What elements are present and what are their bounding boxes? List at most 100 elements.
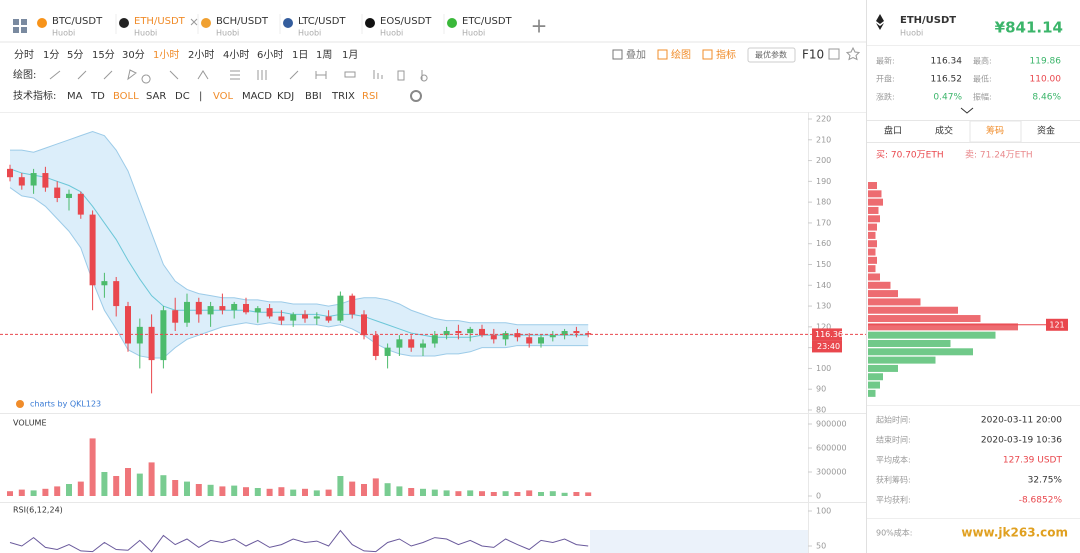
indicator[interactable]: | <box>199 91 202 102</box>
expand-chevron[interactable] <box>960 107 974 114</box>
indicator[interactable]: SAR <box>146 91 166 102</box>
tab-exchange: Huobi <box>134 29 157 38</box>
candle-body <box>337 295 344 321</box>
optimal-button-box[interactable] <box>747 47 796 63</box>
tab-symbol[interactable]: BTC/USDT <box>52 16 103 27</box>
volume-bar <box>266 488 273 496</box>
summary-label: 起始时间: <box>876 415 911 425</box>
toolbar-action[interactable]: 绘图 <box>671 48 691 61</box>
timeframe[interactable]: 1周 <box>316 49 332 61</box>
timeframe[interactable]: 15分 <box>92 49 115 61</box>
y-tick-label: 150 <box>816 260 831 269</box>
indicator[interactable]: DC <box>175 91 190 102</box>
tab-symbol[interactable]: ETH/USDT <box>134 16 186 27</box>
timeframe[interactable]: 30分 <box>122 49 145 61</box>
chip-bar <box>868 373 883 381</box>
tab-symbol[interactable]: EOS/USDT <box>380 16 432 27</box>
candle-body <box>101 281 108 286</box>
timeframe[interactable]: 6小时 <box>257 49 283 61</box>
expand-icon[interactable] <box>828 48 840 60</box>
volume-bar <box>42 488 49 496</box>
volume-bar <box>361 484 367 496</box>
candle-body <box>302 314 308 319</box>
tool-glyphs[interactable] <box>49 69 428 84</box>
volume-bar <box>549 491 556 496</box>
timeframe[interactable]: 分时 <box>14 49 34 61</box>
toolbar-action[interactable]: 叠加 <box>626 49 646 61</box>
toolbar-action[interactable]: 指标 <box>716 48 736 61</box>
chip-bar <box>868 331 996 339</box>
grid-icon[interactable] <box>13 19 27 33</box>
y-tick-label: 160 <box>816 239 831 248</box>
drawing-label: 绘图: <box>13 68 36 81</box>
side-tab[interactable]: 筹码 <box>986 125 1004 137</box>
tab-symbol[interactable]: ETC/USDT <box>462 16 513 27</box>
volume-bar <box>101 472 108 496</box>
indicator[interactable]: TRIX <box>331 91 355 102</box>
chip-bar <box>868 248 876 256</box>
timeframe[interactable]: 2小时 <box>188 49 214 61</box>
star-icon[interactable] <box>845 46 861 61</box>
candle-body <box>443 331 450 336</box>
y-tick-label: 200 <box>816 156 831 165</box>
indicator[interactable]: BOLL <box>113 91 139 102</box>
candle-body <box>585 333 592 335</box>
stat-value: 116.52 <box>931 75 963 85</box>
site-watermark: www.jk263.com <box>961 526 1068 540</box>
indicator[interactable]: MA <box>67 91 83 102</box>
volume-bar <box>526 490 533 496</box>
chip-bar <box>868 348 973 356</box>
volume-bar <box>113 476 120 496</box>
candle-body <box>30 173 37 186</box>
timeframe[interactable]: 1日 <box>292 50 308 61</box>
y-tick-label: 190 <box>816 177 831 186</box>
indicator[interactable]: BBI <box>305 91 322 102</box>
volume-bar <box>219 486 226 496</box>
volume-bar <box>243 487 249 496</box>
volume-bar <box>384 483 391 496</box>
volume-tick-label: 300000 <box>816 468 847 477</box>
optimal-button[interactable]: 最优参数 <box>755 50 787 60</box>
side-tab[interactable]: 成交 <box>935 125 953 137</box>
chip-bar <box>868 198 883 206</box>
cost-label: 90%成本: <box>876 528 912 538</box>
indicator[interactable]: TD <box>90 91 105 102</box>
candle-body <box>431 335 438 344</box>
grid-cell <box>21 27 27 33</box>
volume-tick-label: 900000 <box>816 420 847 429</box>
timeframe[interactable]: 4小时 <box>223 49 249 61</box>
side-icon <box>876 14 884 30</box>
chip-bar <box>868 206 879 214</box>
tab-close[interactable] <box>190 18 198 26</box>
candle-body <box>467 328 474 334</box>
volume-bar <box>136 473 143 496</box>
chip-bar <box>868 323 1018 331</box>
indicator[interactable]: VOL <box>213 91 234 102</box>
indicator[interactable]: RSI <box>362 91 378 102</box>
settings-icon[interactable] <box>410 90 423 102</box>
side-tab[interactable]: 资金 <box>1037 125 1055 137</box>
candle-body <box>160 310 167 361</box>
tab-symbol[interactable]: LTC/USDT <box>298 16 346 27</box>
timeframe[interactable]: 1分 <box>43 49 59 61</box>
chip-bar <box>868 182 877 190</box>
indicator[interactable]: KDJ <box>277 91 294 102</box>
timeframe[interactable]: 1小时 <box>153 49 179 61</box>
volume-bar <box>420 488 426 496</box>
candle-body <box>195 301 202 315</box>
side-tab[interactable]: 盘口 <box>884 125 902 137</box>
main-pane <box>7 130 592 394</box>
candle-body <box>184 301 190 323</box>
timeframe[interactable]: 5分 <box>67 49 83 61</box>
volume-bar <box>172 480 179 496</box>
timeframe[interactable]: 1月 <box>342 49 358 61</box>
indicator[interactable]: MACD <box>242 91 272 102</box>
add-tab[interactable]: + <box>531 14 548 38</box>
f10-button[interactable]: F10 <box>802 48 824 62</box>
chip-bar <box>868 356 936 364</box>
volume-tick-label: 0 <box>816 492 821 501</box>
tab-symbol[interactable]: BCH/USDT <box>216 16 269 27</box>
window-icons <box>828 46 861 61</box>
tab-exchange: Huobi <box>462 29 485 38</box>
